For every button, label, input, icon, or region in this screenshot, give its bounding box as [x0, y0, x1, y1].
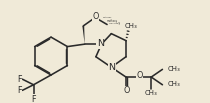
Text: CH₃: CH₃: [145, 90, 158, 96]
Text: F: F: [31, 95, 36, 103]
Text: O: O: [123, 86, 130, 95]
Text: CH₃: CH₃: [167, 66, 180, 72]
Polygon shape: [82, 26, 85, 44]
Text: CH₃: CH₃: [167, 81, 180, 87]
Text: CH₃: CH₃: [124, 22, 137, 29]
Text: methoxy: methoxy: [108, 21, 121, 25]
Text: F: F: [17, 75, 21, 84]
Text: N: N: [108, 63, 115, 72]
Text: O: O: [92, 12, 98, 21]
Text: O: O: [136, 71, 142, 80]
Text: F: F: [17, 86, 21, 95]
Text: methoxy: methoxy: [100, 21, 112, 25]
Text: N: N: [97, 39, 104, 48]
Text: methoxy: methoxy: [107, 19, 118, 23]
Text: methoxy: methoxy: [103, 17, 113, 18]
